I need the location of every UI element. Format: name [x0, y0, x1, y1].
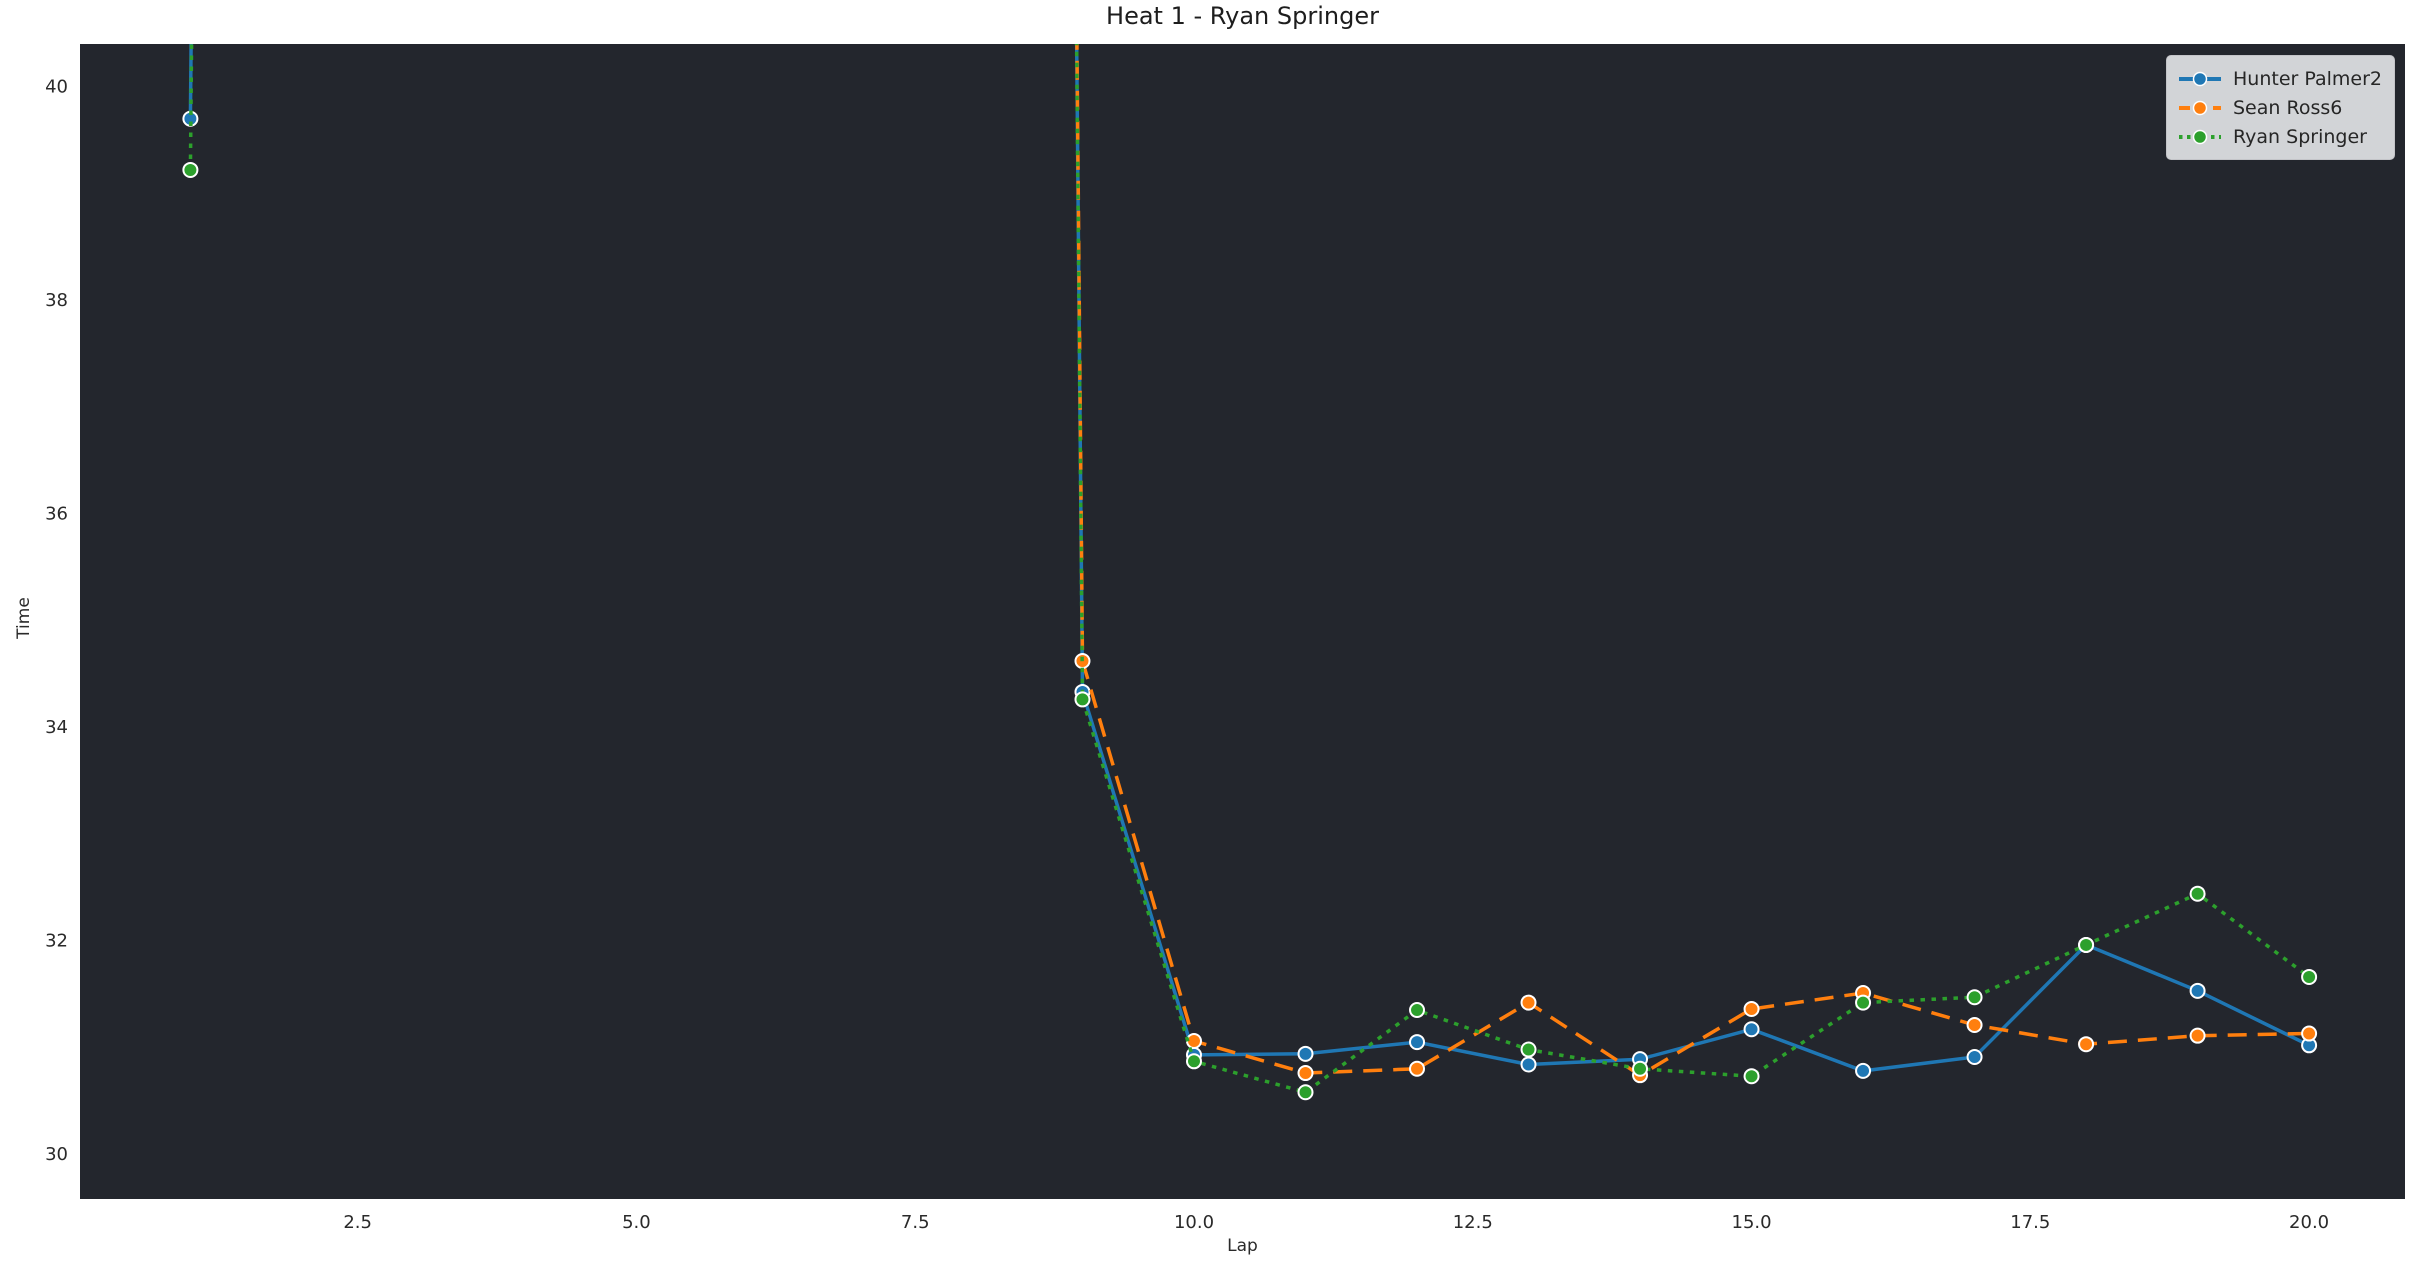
data-point-marker [1743, 1000, 1760, 1017]
data-point-marker [1520, 1056, 1537, 1073]
legend-label: Ryan Springer [2233, 125, 2367, 148]
series-ryan-springer [182, 44, 2318, 1101]
data-point-marker [1185, 1053, 1202, 1070]
data-point-marker [1855, 1062, 1872, 1079]
data-point-marker [2078, 1036, 2095, 1053]
data-point-marker [1520, 1041, 1537, 1058]
y-tick-label: 40 [45, 77, 68, 98]
y-tick-label: 38 [45, 290, 68, 311]
x-tick-label: 7.5 [901, 1212, 930, 1233]
y-tick-label: 32 [45, 931, 68, 952]
data-point-marker [1855, 994, 1872, 1011]
x-tick-label: 5.0 [622, 1212, 651, 1233]
data-point-marker [1966, 989, 1983, 1006]
data-point-marker [1743, 1021, 1760, 1038]
y-tick-label: 36 [45, 504, 68, 525]
data-point-marker [1743, 1068, 1760, 1085]
x-axis-label: Lap [1227, 1236, 1258, 1256]
data-point-marker [1966, 1017, 1983, 1034]
legend-line-glyph [2179, 100, 2221, 115]
data-point-marker [1632, 1060, 1649, 1077]
data-point-marker [1297, 1045, 1314, 1062]
data-point-marker [2301, 1025, 2318, 1042]
data-point-marker [182, 161, 199, 178]
chart-title: Heat 1 - Ryan Springer [1106, 2, 1379, 30]
data-point-marker [1409, 1002, 1426, 1019]
x-tick-label: 10.0 [1174, 1212, 1214, 1233]
data-point-marker [1074, 691, 1091, 708]
y-tick-label: 30 [45, 1144, 68, 1165]
x-tick-label: 12.5 [1453, 1212, 1493, 1233]
x-tick-label: 15.0 [1732, 1212, 1772, 1233]
legend-label: Hunter Palmer2 [2233, 67, 2382, 90]
series-line [188, 44, 2310, 1073]
x-tick-label: 2.5 [343, 1212, 372, 1233]
axis-tick-labels: 2.5 5.0 7.5 10.0 12.5 15.0 17.5 20.0 30 32 34 36 38 4… [45, 77, 2329, 1233]
y-tick-label: 34 [45, 717, 68, 738]
legend-item-sean-ross6: Sean Ross6 [2177, 93, 2382, 122]
data-point-marker [2078, 936, 2095, 953]
data-point-marker [1966, 1049, 1983, 1066]
series-line [1075, 44, 2310, 1078]
data-point-marker [1409, 1060, 1426, 1077]
data-point-marker [2189, 885, 2206, 902]
legend-item-ryan-springer: Ryan Springer [2177, 122, 2382, 151]
data-point-marker [1409, 1034, 1426, 1051]
legend-item-hunter-palmer2: Hunter Palmer2 [2177, 64, 2382, 93]
plot-background [80, 44, 2405, 1199]
x-tick-label: 20.0 [2289, 1212, 2329, 1233]
data-point-marker [1520, 994, 1537, 1011]
data-point-marker [2189, 1027, 2206, 1044]
series-sean-ross6 [1074, 44, 2318, 1084]
data-point-marker [2301, 968, 2318, 985]
y-axis-label: Time [14, 597, 34, 639]
x-tick-label: 17.5 [2010, 1212, 2050, 1233]
legend-line-glyph [2179, 129, 2221, 144]
legend: Hunter Palmer2 Sean Ross6 Ryan Springer [2166, 55, 2395, 160]
data-point-marker [1297, 1065, 1314, 1082]
data-point-marker [1185, 1033, 1202, 1050]
legend-line-glyph [2179, 71, 2221, 86]
legend-label: Sean Ross6 [2233, 96, 2343, 119]
data-point-marker [1297, 1084, 1314, 1101]
series-line [188, 44, 2311, 1095]
data-point-marker [2189, 982, 2206, 999]
